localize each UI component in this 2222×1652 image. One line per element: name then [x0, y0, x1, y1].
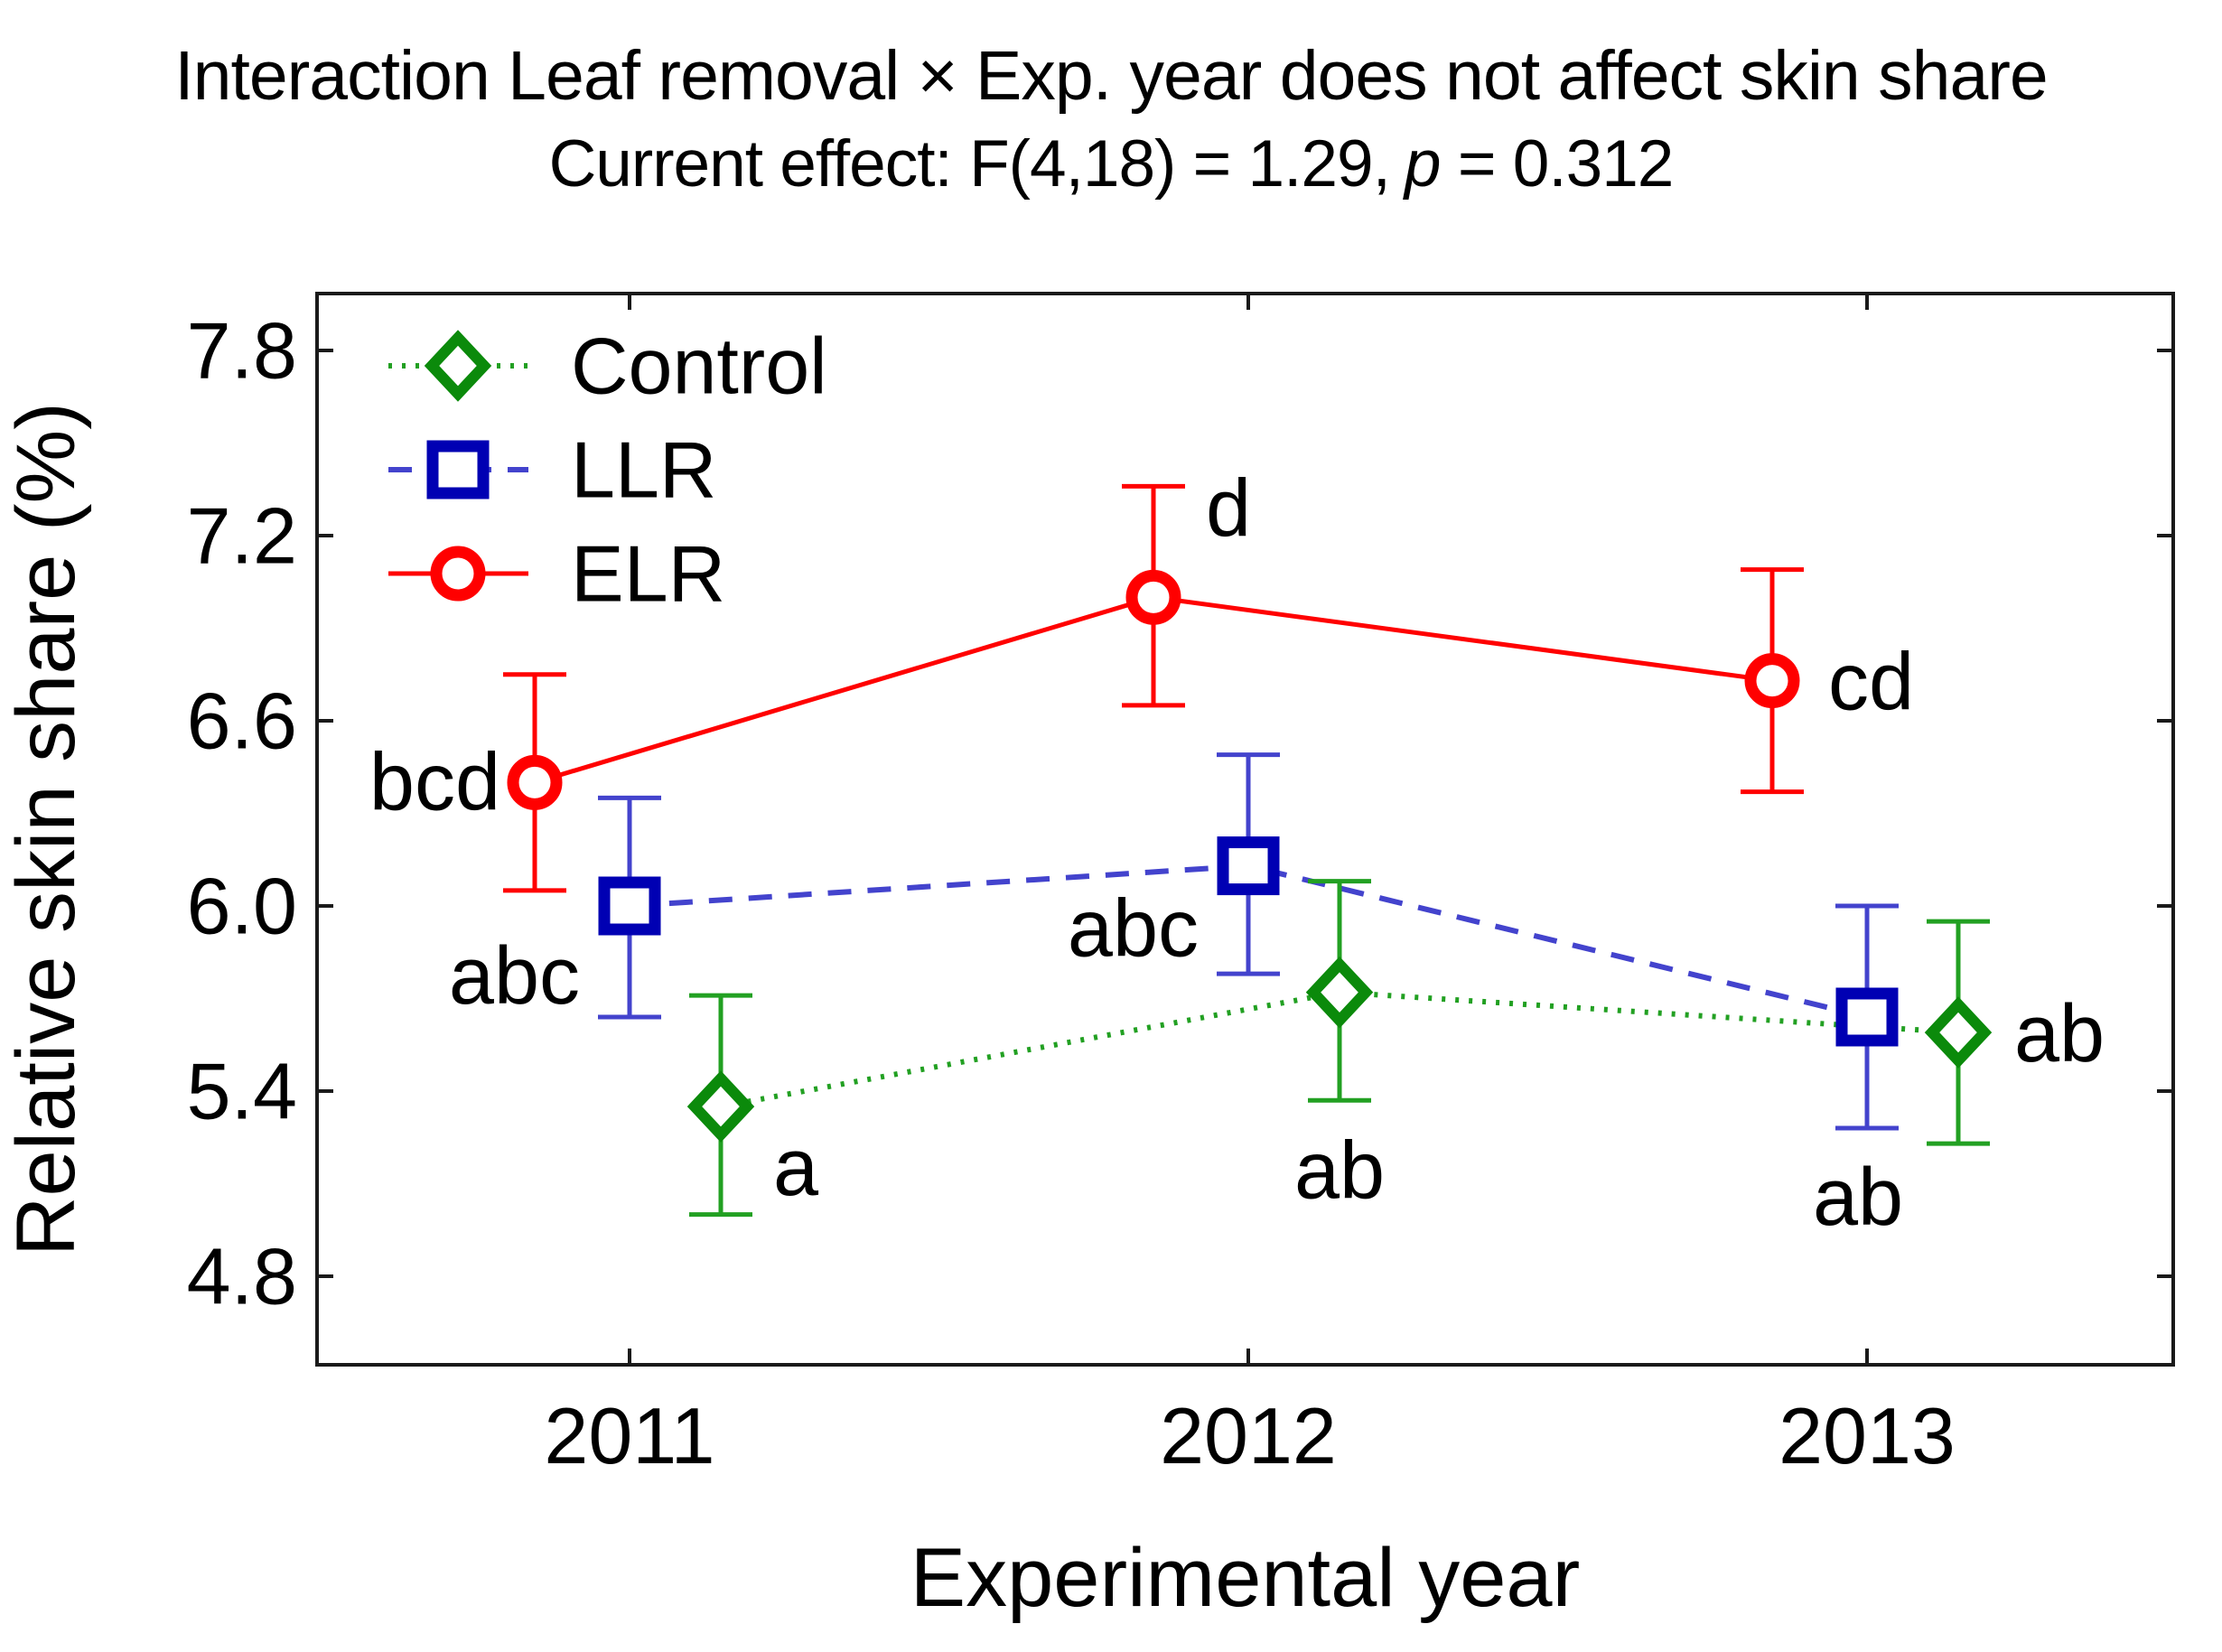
control-marker-2012	[1305, 956, 1374, 1029]
y-tick-label-7.2: 7.2	[187, 491, 297, 581]
sig-letter-elr-2012: d	[1206, 463, 1251, 554]
legend-marker-llr	[426, 440, 490, 499]
x-tick-label-2012: 2012	[1160, 1391, 1337, 1480]
page-title: Interaction Leaf removal × Exp. year doe…	[174, 37, 2049, 115]
plot-border	[315, 292, 2175, 1367]
elr-marker-2012	[1125, 569, 1181, 625]
llr-marker-2012	[1217, 836, 1280, 896]
sig-letter-elr-2013: cd	[1828, 638, 1914, 728]
sig-letter-llr-2013: ab	[1813, 1153, 1903, 1243]
llr-series-line	[629, 863, 1868, 1020]
y-tick-label-6.6: 6.6	[187, 677, 297, 766]
y-tick-label-4.8: 4.8	[187, 1232, 297, 1321]
y-tick-label-7.8: 7.8	[187, 306, 297, 396]
sig-letter-control-2013: ab	[2014, 989, 2105, 1079]
legend-marker-elr	[430, 546, 486, 602]
legend-label-elr: ELR	[571, 529, 725, 619]
x-tick-label-2011: 2011	[544, 1391, 714, 1480]
sig-letter-control-2011: a	[773, 1123, 819, 1213]
llr-marker-2011	[598, 876, 661, 936]
llr-marker-2013	[1835, 987, 1899, 1047]
x-axis-label: Experimental year	[910, 1532, 1580, 1624]
legend-label-control: Control	[571, 322, 827, 411]
control-marker-2011	[686, 1070, 755, 1143]
y-tick-label-6.0: 6.0	[187, 862, 297, 951]
elr-marker-2011	[507, 754, 563, 810]
subtitle: Current effect: F(4,18) = 1.29, p = 0.312	[0, 126, 2222, 201]
elr-marker-2013	[1744, 653, 1800, 709]
legend-label-llr: LLR	[571, 425, 716, 515]
subtitle-stats: Current effect: F(4,18) = 1.29,	[548, 127, 1391, 201]
sig-letter-control-2012: ab	[1294, 1126, 1385, 1217]
y-axis-label: Relative skin share (%)	[0, 402, 92, 1256]
y-tick-label-5.4: 5.4	[187, 1047, 297, 1136]
control-marker-2013	[1924, 996, 1993, 1069]
subtitle-p-value: = 0.312	[1440, 127, 1675, 201]
sig-letter-llr-2011: abc	[449, 931, 580, 1022]
sig-letter-elr-2011: bcd	[369, 737, 500, 827]
x-tick-label-2013: 2013	[1779, 1391, 1956, 1480]
sig-letter-llr-2012: abc	[1068, 884, 1199, 975]
subtitle-p-symbol: p	[1404, 127, 1442, 201]
legend-marker-control	[424, 330, 492, 402]
